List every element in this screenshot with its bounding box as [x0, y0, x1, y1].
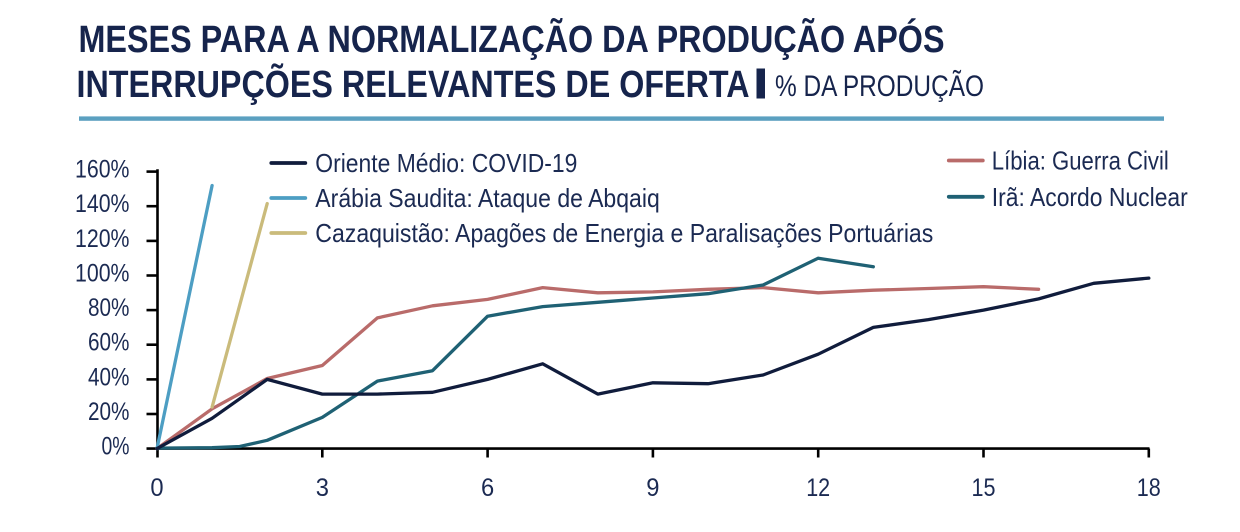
svg-text:80%: 80% — [88, 294, 130, 322]
svg-text:20%: 20% — [88, 398, 130, 426]
svg-text:Arábia Saudita: Ataque de Abqa: Arábia Saudita: Ataque de Abqaiq — [315, 183, 660, 213]
svg-text:12: 12 — [806, 474, 830, 502]
svg-text:15: 15 — [972, 474, 996, 502]
svg-text:Irã: Acordo Nuclear: Irã: Acordo Nuclear — [992, 182, 1188, 212]
svg-text:60%: 60% — [88, 329, 130, 357]
svg-text:0%: 0% — [102, 433, 130, 461]
svg-text:18: 18 — [1137, 474, 1161, 502]
svg-text:6: 6 — [481, 474, 494, 502]
svg-text:0: 0 — [150, 474, 163, 502]
svg-text:9: 9 — [646, 474, 659, 502]
svg-text:120%: 120% — [75, 225, 130, 253]
svg-text:Líbia: Guerra Civil: Líbia: Guerra Civil — [992, 146, 1169, 176]
svg-text:160%: 160% — [75, 156, 130, 184]
svg-text:3: 3 — [316, 474, 329, 502]
svg-text:Cazaquistão: Apagões de Energi: Cazaquistão: Apagões de Energia e Parali… — [315, 218, 933, 248]
svg-text:140%: 140% — [75, 190, 130, 218]
svg-text:Oriente Médio: COVID-19: Oriente Médio: COVID-19 — [315, 148, 577, 178]
svg-text:40%: 40% — [88, 363, 130, 391]
svg-text:INTERRUPÇÕES RELEVANTES DE OFE: INTERRUPÇÕES RELEVANTES DE OFERTA — [77, 62, 750, 106]
svg-text:100%: 100% — [75, 260, 130, 288]
svg-text:% DA PRODUÇÃO: % DA PRODUÇÃO — [775, 69, 984, 103]
svg-text:MESES PARA A NORMALIZAÇÃO DA P: MESES PARA A NORMALIZAÇÃO DA PRODUÇÃO AP… — [79, 17, 945, 61]
